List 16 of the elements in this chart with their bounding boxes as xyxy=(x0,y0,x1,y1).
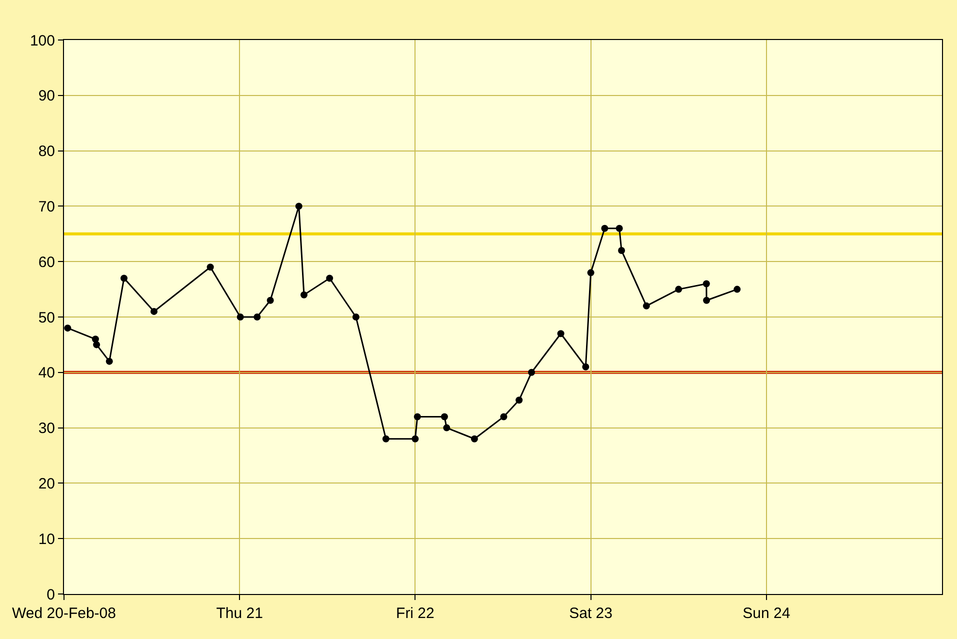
x-tick-label: Sun 24 xyxy=(742,605,790,622)
y-tick-label: 100 xyxy=(30,32,55,50)
x-tick-label: Fri 22 xyxy=(396,605,434,622)
y-tick-label: 90 xyxy=(38,88,55,105)
y-tick-label: 30 xyxy=(38,420,55,438)
y-tick-label: 80 xyxy=(38,143,55,160)
x-tick-label: Wed 20-Feb-08 xyxy=(12,605,116,622)
x-tick-label: Sat 23 xyxy=(569,605,612,622)
y-tick-label: 20 xyxy=(38,475,55,492)
y-tick-label: 10 xyxy=(38,530,55,548)
y-tick-label: 40 xyxy=(38,364,55,382)
y-tick-label: 50 xyxy=(38,309,55,326)
y-tick-label: 0 xyxy=(46,586,55,604)
y-tick-label: 70 xyxy=(38,198,55,216)
y-tick-label: 60 xyxy=(38,254,55,271)
x-tick-label: Thu 21 xyxy=(216,605,263,622)
